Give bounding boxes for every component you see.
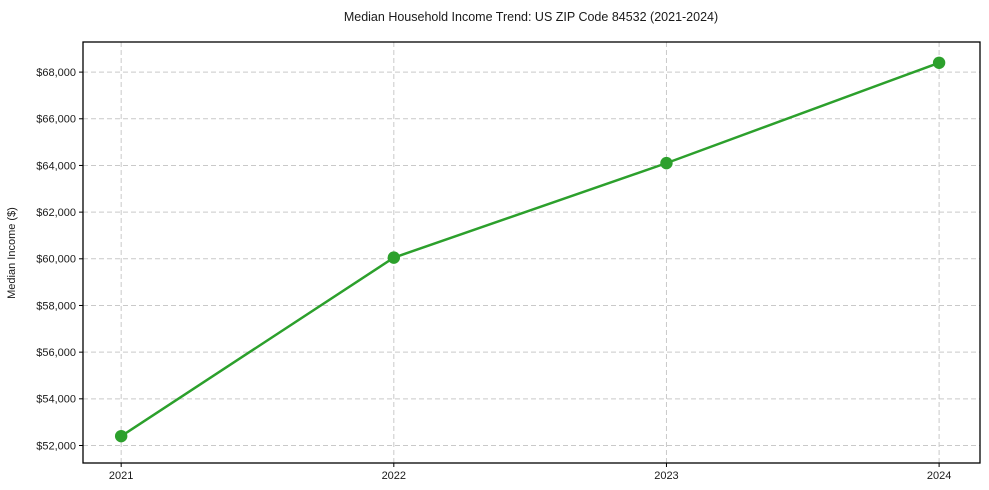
y-tick-label: $56,000 bbox=[36, 347, 76, 359]
y-tick-label: $66,000 bbox=[36, 114, 76, 126]
y-tick-label: $64,000 bbox=[36, 160, 76, 172]
y-tick-label: $68,000 bbox=[36, 67, 76, 79]
data-point bbox=[932, 56, 946, 69]
line-series bbox=[119, 61, 941, 438]
plot-border bbox=[82, 41, 981, 464]
x-tick-label: 2022 bbox=[382, 470, 406, 482]
y-axis-label: Median Income ($) bbox=[6, 207, 18, 299]
data-point bbox=[660, 156, 673, 170]
y-tick-label: $58,000 bbox=[36, 300, 76, 312]
y-tick-label: $62,000 bbox=[36, 207, 76, 219]
x-tick-label: 2021 bbox=[109, 470, 133, 482]
x-tick-label: 2024 bbox=[927, 470, 951, 482]
data-point bbox=[387, 251, 401, 264]
x-tick-label: 2023 bbox=[654, 470, 678, 482]
y-tick-label: $60,000 bbox=[36, 254, 76, 266]
plot-area: $52,000 $54,000 $56,000 $58,000 $60,000 $62,0… bbox=[36, 41, 981, 482]
y-tick-label: $54,000 bbox=[36, 394, 76, 406]
y-tick-label: $52,000 bbox=[36, 440, 76, 452]
chart-title: Median Household Income Trend: US ZIP Co… bbox=[344, 10, 718, 24]
data-point bbox=[114, 429, 128, 443]
